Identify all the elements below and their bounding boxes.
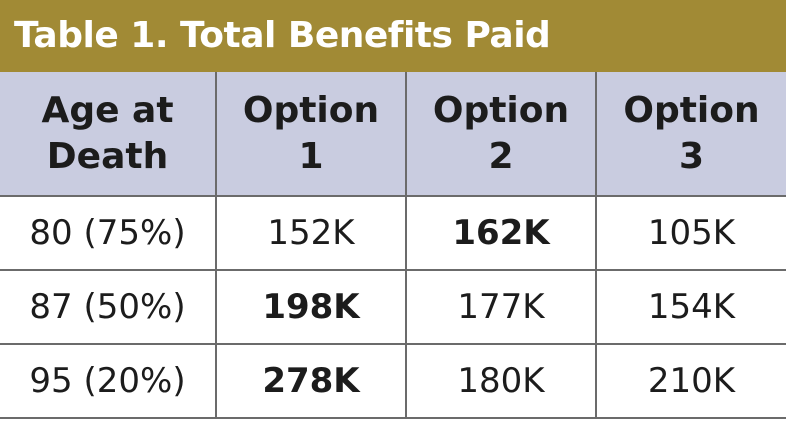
header-age-at-death: Age at Death (0, 72, 217, 197)
cell-option-1: 198K (215, 269, 407, 345)
header-option-2-line2: 2 (488, 135, 514, 177)
cell-option-3: 154K (595, 269, 786, 345)
table-title: Table 1. Total Benefits Paid (0, 0, 786, 72)
header-option-1-line1: Option (242, 89, 380, 131)
table-row: 80 (75%) 152K 162K 105K (0, 195, 786, 271)
table-row: 95 (20%) 278K 180K 210K (0, 343, 786, 419)
header-option-3-line1: Option (623, 89, 760, 131)
header-age-line2: Death (46, 135, 169, 177)
cell-age: 80 (75%) (0, 195, 217, 271)
cell-option-1: 152K (215, 195, 407, 271)
cell-option-2: 177K (405, 269, 597, 345)
cell-option-3: 210K (595, 343, 786, 419)
header-option-1: Option 1 (215, 72, 407, 197)
benefits-table: Age at Death Option 1 Option 2 Option 3 (0, 72, 786, 419)
cell-age: 87 (50%) (0, 269, 217, 345)
cell-age: 95 (20%) (0, 343, 217, 419)
cell-option-2: 180K (405, 343, 597, 419)
header-age-line1: Age at (41, 89, 174, 131)
header-option-3-line2: 3 (678, 135, 705, 177)
cell-option-3: 105K (595, 195, 786, 271)
cell-option-2: 162K (405, 195, 597, 271)
header-option-2: Option 2 (405, 72, 597, 197)
table-row: 87 (50%) 198K 177K 154K (0, 269, 786, 345)
header-option-2-line1: Option (432, 89, 570, 131)
header-row: Age at Death Option 1 Option 2 Option 3 (0, 72, 786, 197)
header-option-1-line2: 1 (298, 135, 324, 177)
cell-option-1: 278K (215, 343, 407, 419)
header-option-3: Option 3 (595, 72, 786, 197)
